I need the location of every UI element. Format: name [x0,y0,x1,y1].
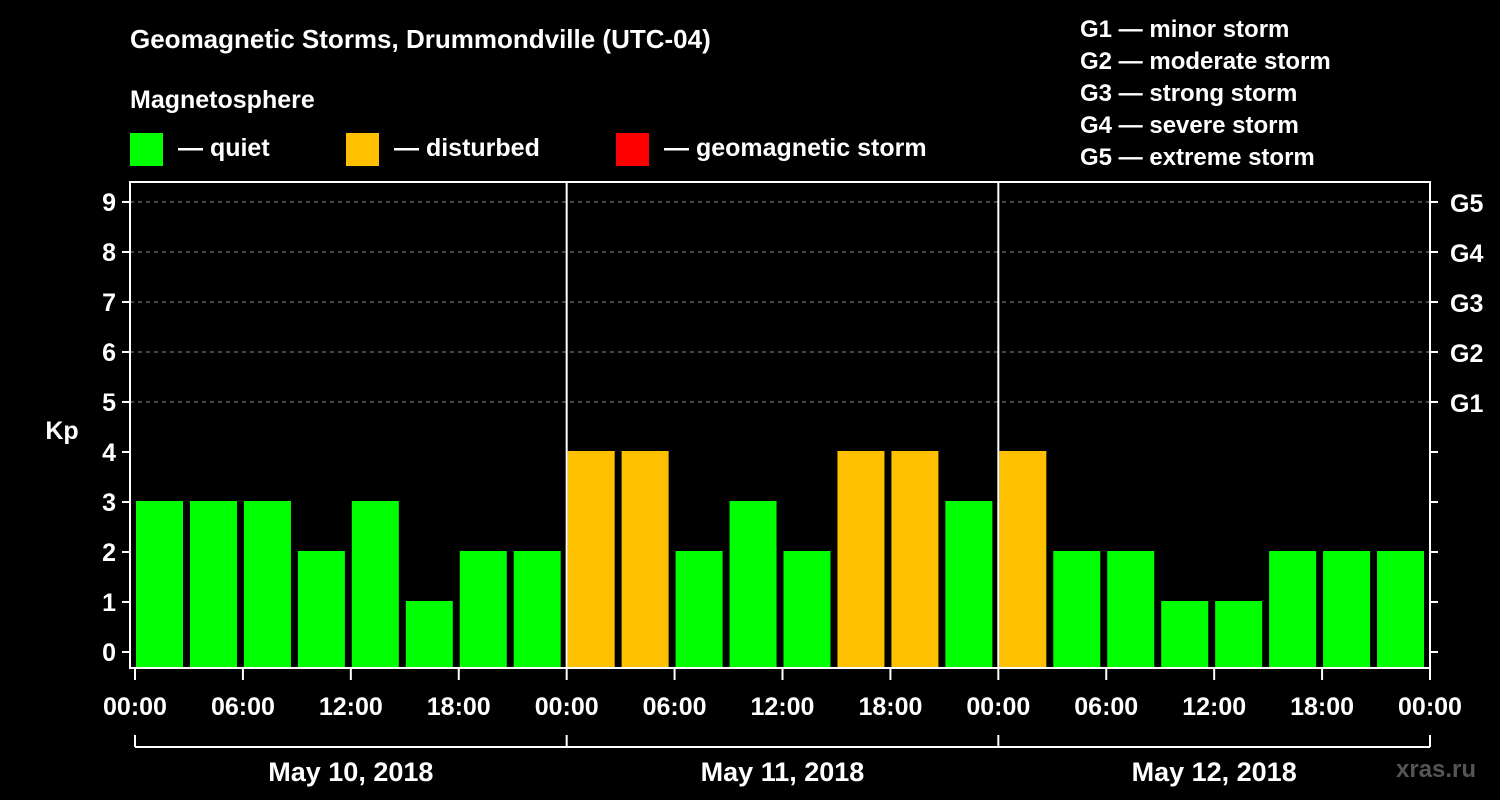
storm-level-tick-label: G5 [1450,190,1483,218]
x-tick-label: 00:00 [966,693,1030,721]
day-label: May 11, 2018 [701,757,865,787]
kp-bar [459,551,507,668]
kp-bar [675,551,723,668]
x-tick-label: 18:00 [427,693,491,721]
storm-level-tick-label: G4 [1450,240,1483,268]
kp-bar [136,501,183,668]
kp-bar [1107,551,1155,668]
y-tick-label: 5 [102,389,116,417]
y-tick-label: 9 [102,189,116,217]
kp-bar [1323,551,1371,668]
storm-level-g5: G5 — extreme storm [1080,144,1315,171]
x-tick-label: 12:00 [751,693,815,721]
storm-level-g3: G3 — strong storm [1080,80,1298,107]
kp-bar [945,501,993,668]
chart-title: Geomagnetic Storms, Drummondville (UTC-0… [130,24,711,54]
legend-label-storm: — geomagnetic storm [664,134,927,162]
legend-heading: Magnetosphere [130,86,315,114]
y-tick-label: 0 [102,639,116,667]
y-tick-label: 4 [102,439,116,467]
storm-level-tick-label: G1 [1450,390,1483,418]
storm-level-g1: G1 — minor storm [1080,16,1290,43]
x-tick-label: 00:00 [535,693,599,721]
x-tick-label: 18:00 [1290,693,1354,721]
kp-bar [1215,601,1263,668]
x-tick-label: 00:00 [1398,693,1462,721]
kp-bar [297,551,345,668]
watermark: xras.ru [1396,756,1477,783]
legend-swatch-quiet [130,133,163,166]
day-label: May 12, 2018 [1132,757,1297,787]
kp-bar [1053,551,1101,668]
kp-bar [189,501,237,668]
legend-swatch-storm [616,133,649,166]
kp-bar [567,451,615,668]
kp-bar [621,451,669,668]
x-tick-label: 18:00 [858,693,922,721]
legend-label-quiet: — quiet [178,134,270,162]
kp-bar [243,501,291,668]
x-tick-label: 00:00 [103,693,167,721]
x-tick-label: 12:00 [1182,693,1246,721]
kp-bar [891,451,939,668]
x-tick-label: 06:00 [211,693,275,721]
storm-level-tick-label: G3 [1450,290,1483,318]
x-tick-label: 06:00 [1074,693,1138,721]
y-tick-label: 7 [102,289,116,317]
y-tick-label: 3 [102,489,116,517]
storm-level-g2: G2 — moderate storm [1080,48,1331,75]
kp-bar [999,451,1047,668]
legend-swatch-disturbed [346,133,379,166]
kp-bar [351,501,399,668]
kp-bar [1269,551,1317,668]
day-label: May 10, 2018 [268,757,433,787]
x-tick-label: 12:00 [319,693,383,721]
y-tick-label: 6 [102,339,116,367]
kp-bar [405,601,453,668]
y-tick-label: 2 [102,539,116,567]
storm-level-tick-label: G2 [1450,340,1483,368]
kp-bar [783,551,831,668]
legend-label-disturbed: — disturbed [394,134,540,162]
kp-bar [729,501,777,668]
y-axis-label: Kp [45,417,78,445]
x-tick-label: 06:00 [643,693,707,721]
storm-level-g4: G4 — severe storm [1080,112,1299,139]
kp-bar [513,551,561,668]
kp-bar [1377,551,1425,668]
kp-bar [837,451,885,668]
y-tick-label: 1 [102,589,116,617]
plot-frame [129,181,1431,669]
kp-bar [1161,601,1209,668]
y-tick-label: 8 [102,239,116,267]
